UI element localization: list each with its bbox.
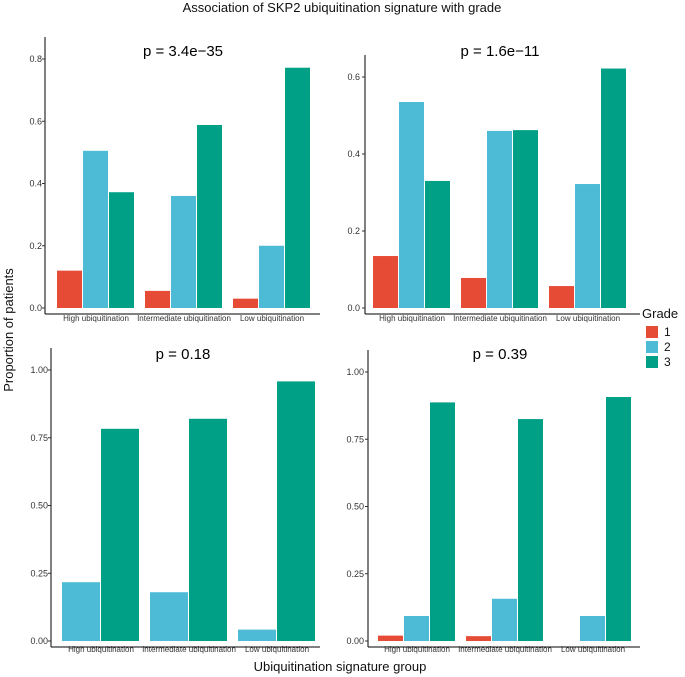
y-tick-label: 0.50 [30, 501, 48, 511]
bar-grade-3-2 [518, 419, 543, 641]
panel-1: 0.0 0.2 0.4 0.6 0.8 High ubiquitination Interm… [29, 37, 320, 323]
bar-grade-1-1 [57, 270, 82, 308]
bar-grade-2-2 [150, 592, 188, 641]
category-label: Low ubiquitination [240, 314, 304, 323]
p-value-label: p = 1.6e−11 [461, 43, 540, 60]
panel-4: 0.00 0.25 0.50 0.75 1.00 High ubiquitination I… [346, 346, 640, 654]
category-label: Intermediate ubiquitination [453, 314, 547, 323]
bar-grade-3-3 [601, 68, 626, 308]
legend-items: 123 [646, 325, 671, 369]
bar-grade-2-3 [575, 184, 600, 308]
bar-grade-3-2 [189, 418, 227, 641]
figure-title: Association of SKP2 ubiquitination signa… [183, 0, 502, 15]
bar-grade-1-3 [233, 298, 258, 308]
bar-grade-3-3 [606, 397, 631, 641]
bar-grade-3-1 [101, 428, 139, 641]
y-tick-label: 0.00 [346, 636, 364, 646]
bar-grade-3-2 [513, 130, 538, 308]
category-label: High ubiquitination [63, 314, 129, 323]
y-tick-label: 0.25 [346, 569, 364, 579]
category-label: Intermediate ubiquitination [137, 314, 231, 323]
bar-grade-2-1 [83, 150, 108, 308]
p-value-label: p = 3.4e−35 [143, 43, 223, 60]
panel-2: 0.0 0.2 0.4 0.6 High ubiquitination Intermedi… [347, 43, 640, 323]
bar-grade-3-1 [430, 402, 455, 641]
legend-label-2: 2 [664, 340, 671, 354]
y-tick-label: 1.00 [30, 365, 48, 375]
y-tick-label: 0.00 [30, 636, 48, 646]
panels: 0.0 0.2 0.4 0.6 0.8 High ubiquitination Interm… [29, 37, 640, 654]
category-label: Intermediate ubiquitination [142, 645, 236, 654]
y-tick-label: 0.25 [30, 568, 48, 578]
legend: Grade 123 [642, 306, 678, 369]
legend-title: Grade [642, 306, 678, 321]
y-tick-label: 0.8 [29, 54, 42, 64]
category-label: Low ubiquitination [561, 645, 625, 654]
y-tick-label: 0.4 [347, 149, 360, 159]
bar-grade-3-1 [425, 180, 450, 308]
y-tick-label: 0.2 [29, 241, 42, 251]
p-value-label: p = 0.39 [473, 346, 528, 363]
bar-grade-1-2 [461, 277, 486, 308]
bar-grade-2-3 [580, 615, 605, 641]
bar-grade-3-3 [277, 381, 315, 641]
y-axis-title: Proportion of patients [1, 268, 16, 392]
legend-swatch-3 [646, 356, 658, 368]
y-tick-label: 0.75 [346, 434, 364, 444]
bar-grade-2-1 [62, 582, 100, 641]
y-tick-label: 1.00 [346, 367, 364, 377]
category-label: Low ubiquitination [556, 314, 620, 323]
bar-grade-2-2 [171, 195, 196, 308]
legend-swatch-1 [646, 326, 658, 338]
bar-grade-1-3 [549, 286, 574, 308]
y-tick-label: 0.6 [347, 72, 360, 82]
bar-grade-2-3 [238, 629, 276, 641]
bar-grade-3-3 [285, 67, 310, 308]
category-label: Intermediate ubiquitination [458, 645, 552, 654]
y-tick-label: 0.0 [347, 303, 360, 313]
bar-grade-3-2 [197, 124, 222, 308]
legend-label-1: 1 [664, 325, 671, 339]
legend-label-3: 3 [664, 355, 671, 369]
bar-grade-2-3 [259, 245, 284, 308]
bar-grade-2-2 [492, 598, 517, 641]
bar-grade-3-1 [109, 192, 134, 308]
legend-swatch-2 [646, 341, 658, 353]
y-tick-label: 0.4 [29, 179, 42, 189]
bar-grade-1-2 [145, 290, 170, 308]
bar-grade-2-2 [487, 130, 512, 308]
bar-grade-1-1 [373, 256, 398, 308]
p-value-label: p = 0.18 [156, 346, 211, 363]
category-label: High ubiquitination [68, 645, 134, 654]
bar-grade-1-1 [378, 635, 403, 641]
y-tick-label: 0.0 [29, 303, 42, 313]
category-label: High ubiquitination [379, 314, 445, 323]
y-tick-label: 0.2 [347, 226, 360, 236]
bar-grade-2-1 [399, 102, 424, 309]
bar-grade-1-2 [466, 636, 491, 641]
y-tick-label: 0.50 [346, 502, 364, 512]
y-tick-label: 0.75 [30, 433, 48, 443]
bar-grade-2-1 [404, 615, 429, 641]
y-tick-label: 0.6 [29, 116, 42, 126]
panel-3: 0.00 0.25 0.50 0.75 1.00 High ubiquitination I… [30, 346, 320, 654]
x-axis-title: Ubiquitination signature group [254, 659, 427, 674]
category-label: Low ubiquitination [245, 645, 309, 654]
category-label: High ubiquitination [384, 645, 450, 654]
